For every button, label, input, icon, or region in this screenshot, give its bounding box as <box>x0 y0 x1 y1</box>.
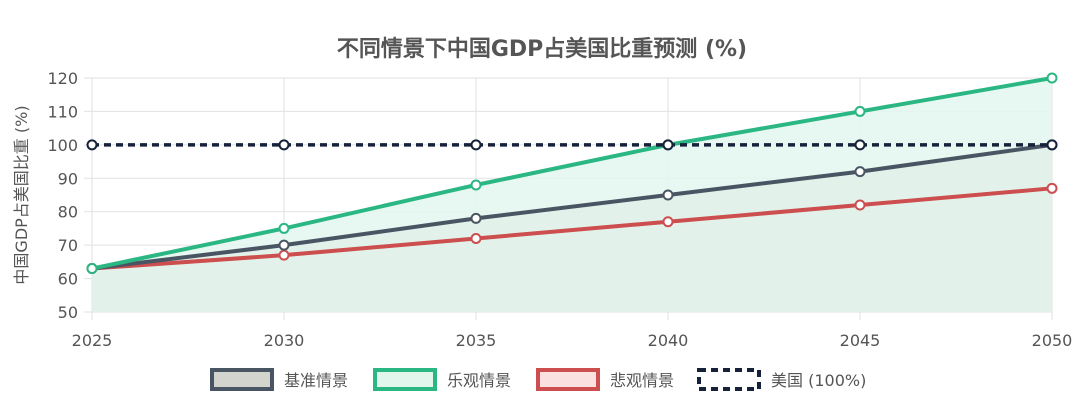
y-tick-label: 80 <box>58 203 78 222</box>
legend-swatch <box>697 368 761 391</box>
legend-label: 悲观情景 <box>610 371 674 390</box>
data-point <box>854 139 866 151</box>
y-tick-label: 100 <box>47 136 78 155</box>
data-point <box>470 212 482 224</box>
legend-swatch <box>210 368 274 391</box>
data-point <box>854 166 866 178</box>
area-fills <box>92 78 1052 312</box>
data-point <box>86 139 98 151</box>
data-point <box>1046 182 1058 194</box>
y-tick-label: 120 <box>47 69 78 88</box>
x-tick-label: 2045 <box>840 331 881 350</box>
data-point <box>470 232 482 244</box>
data-point <box>1046 72 1058 84</box>
x-tick-label: 2035 <box>456 331 497 350</box>
data-point <box>662 139 674 151</box>
data-point <box>470 179 482 191</box>
y-tick-label: 110 <box>47 102 78 121</box>
data-points <box>86 72 1058 275</box>
chart-title: 不同情景下中国GDP占美国比重预测 (%) <box>337 36 747 62</box>
data-point <box>854 105 866 117</box>
y-tick-label: 60 <box>58 270 78 289</box>
x-tick-label: 2030 <box>264 331 305 350</box>
data-point <box>278 222 290 234</box>
series-line <box>91 76 1053 271</box>
data-point <box>86 263 98 275</box>
x-tick-label: 2040 <box>648 331 689 350</box>
x-tick-label: 2050 <box>1032 331 1073 350</box>
data-point <box>278 249 290 261</box>
y-tick-label: 90 <box>58 169 78 188</box>
y-axis-label: 中国GDP占美国比重 (%) <box>12 105 31 284</box>
series-line <box>91 142 1053 271</box>
legend-label: 美国 (100%) <box>771 371 866 390</box>
data-point <box>278 239 290 251</box>
y-tick-label: 50 <box>58 303 78 322</box>
series-lines <box>91 76 1053 271</box>
legend-label: 乐观情景 <box>447 371 511 390</box>
x-tick-label: 2025 <box>72 331 113 350</box>
series-line <box>91 186 1053 271</box>
legend-label: 基准情景 <box>284 371 348 390</box>
legend-swatch <box>373 368 437 391</box>
axes: 50 60 70 80 90 100 110 120 2025 2030 2035 2040 2045 2… <box>47 69 1072 350</box>
legend-swatch <box>536 368 600 391</box>
y-tick-label: 70 <box>58 236 78 255</box>
data-point <box>1046 139 1058 151</box>
data-point <box>662 189 674 201</box>
legend: 基准情景 乐观情景 悲观情景 美国 (100%) <box>210 368 866 391</box>
area-fill <box>92 78 1052 312</box>
data-point <box>662 216 674 228</box>
data-point <box>854 199 866 211</box>
data-point <box>470 139 482 151</box>
data-point <box>278 139 290 151</box>
